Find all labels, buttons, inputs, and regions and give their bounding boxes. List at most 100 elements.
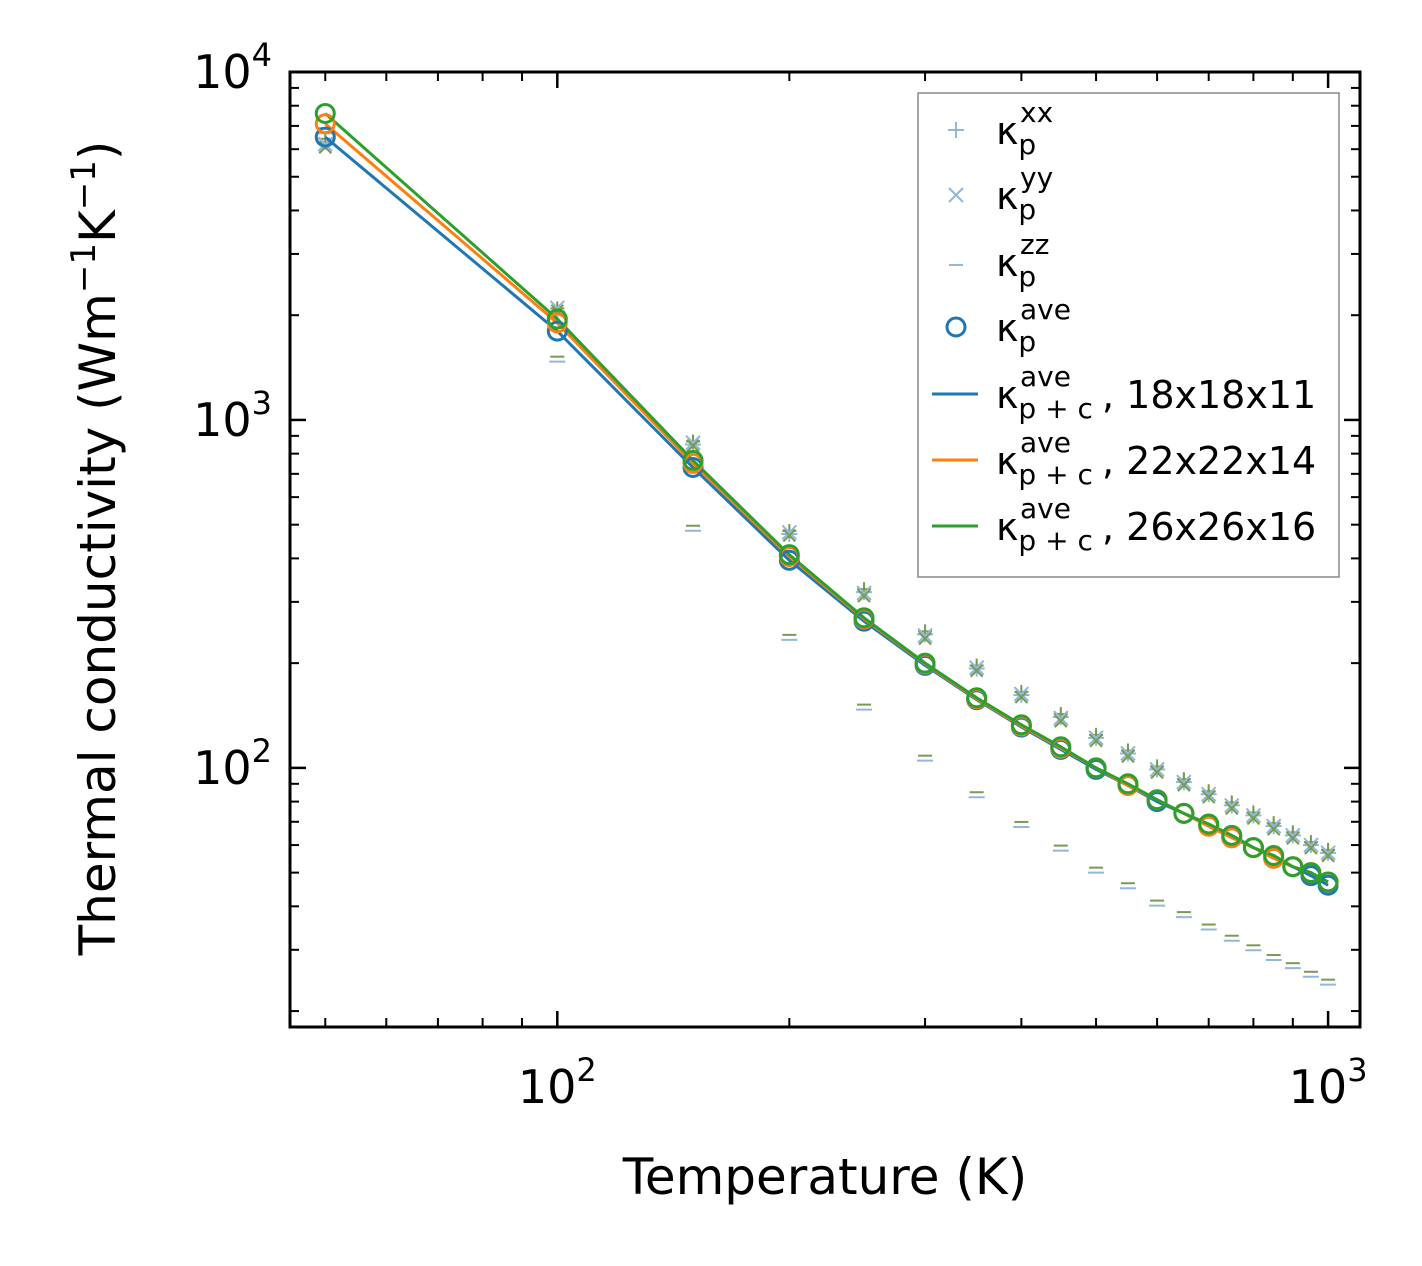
series-point — [778, 544, 800, 566]
legend-label-sup: ave — [1020, 426, 1071, 459]
cross-marker-b — [1121, 749, 1135, 764]
series-point — [1117, 773, 1139, 795]
legend-label-sub: p — [1018, 260, 1036, 293]
y-axis-title-main: Thermal conductivity (Wm — [69, 293, 127, 956]
series-point — [914, 652, 936, 674]
legend-label: κp + cave , 22x22x14 — [996, 426, 1316, 491]
cross-marker-b — [1013, 686, 1030, 702]
legend-label-sup: ave — [1020, 293, 1071, 326]
legend-label-suffix: , 22x22x14 — [1102, 439, 1316, 483]
cross-marker-b — [1224, 797, 1240, 814]
legend-label: κpyy — [996, 161, 1053, 226]
legend-label-sub: p — [1018, 128, 1036, 161]
legend-label-sup: zz — [1020, 228, 1049, 261]
cross-marker-b — [1320, 845, 1336, 861]
y-axis-title-exp2: −1 — [64, 160, 104, 210]
series-point — [314, 113, 336, 135]
cross-marker-b — [1201, 790, 1216, 804]
x-tick-label-base: 10 — [518, 1060, 577, 1114]
cross-marker-b — [1150, 765, 1164, 780]
cross-marker-b — [1245, 807, 1262, 824]
cross-marker-b — [948, 187, 964, 203]
legend-circle-marker — [945, 316, 967, 338]
legend-label: κpave — [996, 293, 1071, 358]
cross-marker-b — [1303, 837, 1319, 853]
series-point — [546, 320, 568, 342]
legend-label-sup: yy — [1020, 161, 1053, 194]
series-point — [1242, 837, 1264, 859]
cross-marker-b — [1054, 714, 1068, 728]
legend-label: κpzz — [996, 228, 1049, 293]
series-point — [966, 687, 988, 709]
y-axis-title-exp1: −1 — [64, 243, 104, 293]
y-tick-label-exp: 4 — [252, 36, 272, 74]
legend-label-sup: ave — [1020, 360, 1071, 393]
legend-label: κp + cave , 26x26x16 — [996, 492, 1316, 557]
legend-label-sup: ave — [1020, 492, 1071, 525]
cross-marker-b — [1265, 818, 1282, 834]
cross-marker-b — [918, 631, 932, 646]
series-point — [314, 102, 336, 124]
series-line-3 — [324, 112, 1329, 884]
series-point — [1085, 757, 1107, 779]
cross-marker-b — [1149, 761, 1165, 778]
cross-marker-b — [1053, 710, 1069, 726]
legend-label-base: κ — [996, 174, 1018, 218]
legend-label-suffix: , 26x26x16 — [1102, 505, 1316, 549]
series-point — [546, 308, 568, 330]
cross-marker-b — [1286, 831, 1300, 846]
cross-marker-b — [1176, 774, 1192, 790]
legend-label-sup: xx — [1020, 96, 1053, 129]
series-point — [853, 607, 875, 629]
series-point — [1317, 871, 1339, 893]
average-markers — [314, 102, 1339, 896]
x-tick-label-base: 10 — [1289, 1060, 1348, 1114]
legend-label-base: κ — [996, 373, 1018, 417]
y-tick-label-base: 10 — [193, 741, 252, 795]
y-tick-label-base: 10 — [193, 393, 252, 447]
legend-label-sub: p + c — [1018, 458, 1092, 491]
x-tick-label: 103 — [1289, 1051, 1368, 1114]
cross-marker-b — [1014, 690, 1029, 704]
legend-label-suffix: , 18x18x11 — [1102, 373, 1316, 417]
x-tick-label-exp: 2 — [576, 1051, 596, 1089]
series-point — [1198, 813, 1220, 835]
x-axis-title: Temperature (K) — [622, 1148, 1027, 1206]
legend-label-sub: p — [1018, 193, 1036, 226]
legend-label-base: κ — [996, 306, 1018, 350]
y-axis-title-unit: K — [69, 209, 127, 243]
legend-label-sub: p + c — [1018, 392, 1092, 425]
y-tick-label: 104 — [193, 36, 272, 99]
series-point — [1263, 844, 1285, 866]
cross-marker-b — [1088, 730, 1104, 746]
cross-marker-b — [857, 589, 871, 603]
series-point — [682, 449, 704, 471]
series-lines — [324, 112, 1329, 887]
legend-box — [917, 92, 1340, 578]
legend-label-base: κ — [996, 241, 1018, 285]
cross-marker-b — [917, 627, 933, 644]
cross-marker-b — [1321, 849, 1335, 863]
cross-marker-b — [1285, 827, 1301, 844]
cross-marker-b — [1200, 786, 1217, 802]
component-markers — [317, 127, 1337, 986]
cross-marker-b — [1225, 801, 1239, 816]
legend-label-base: κ — [996, 109, 1018, 153]
y-tick-label: 103 — [193, 384, 272, 447]
series-point — [1173, 802, 1195, 824]
series-point — [1282, 856, 1304, 878]
y-tick-label-base: 10 — [193, 45, 252, 99]
cross-marker-b — [1266, 822, 1281, 836]
cross-marker-b — [968, 660, 985, 676]
y-tick-label-exp: 3 — [252, 384, 272, 422]
plot-frame — [288, 70, 1362, 1029]
cross-marker-b — [1177, 778, 1191, 792]
series-point — [1146, 789, 1168, 811]
series-point — [1050, 736, 1072, 758]
y-tick-label-exp: 2 — [252, 732, 272, 770]
y-axis-title-close: ) — [69, 141, 127, 161]
legend-label: κp + cave , 18x18x11 — [996, 360, 1316, 425]
